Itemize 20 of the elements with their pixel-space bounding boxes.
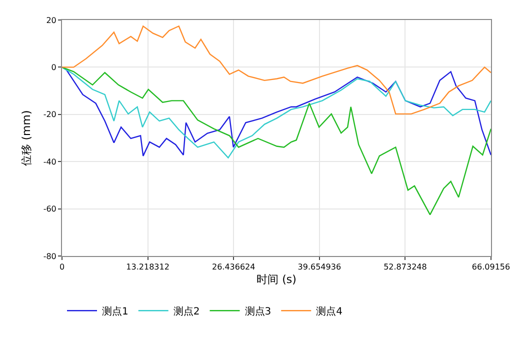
- y-tick-label: -80: [43, 252, 56, 261]
- x-tick-label: 52.873248: [384, 262, 427, 272]
- x-tick-label: 0: [59, 262, 65, 272]
- y-tick-label: 0: [51, 63, 56, 72]
- legend-label: 测点3: [244, 306, 272, 318]
- y-tick-label: -20: [43, 110, 56, 120]
- x-tick-label: 39.654936: [298, 262, 342, 272]
- y-tick-label: -40: [43, 157, 56, 166]
- legend-label: 测点1: [102, 306, 128, 318]
- legend-label: 测点4: [316, 306, 342, 318]
- y-axis-title: 位移 (mm): [20, 110, 33, 166]
- x-tick-label: 66.09156: [472, 262, 510, 272]
- line-series: [62, 66, 491, 216]
- x-tick-label: 13.218312: [126, 262, 170, 272]
- line-series: [62, 26, 491, 115]
- y-tick-label: 20: [46, 16, 56, 25]
- legend-label: 测点2: [173, 306, 200, 318]
- x-tick-label: 26.436624: [212, 262, 256, 272]
- x-axis-title: 时间 (s): [256, 272, 296, 286]
- y-tick-label: -60: [43, 204, 56, 214]
